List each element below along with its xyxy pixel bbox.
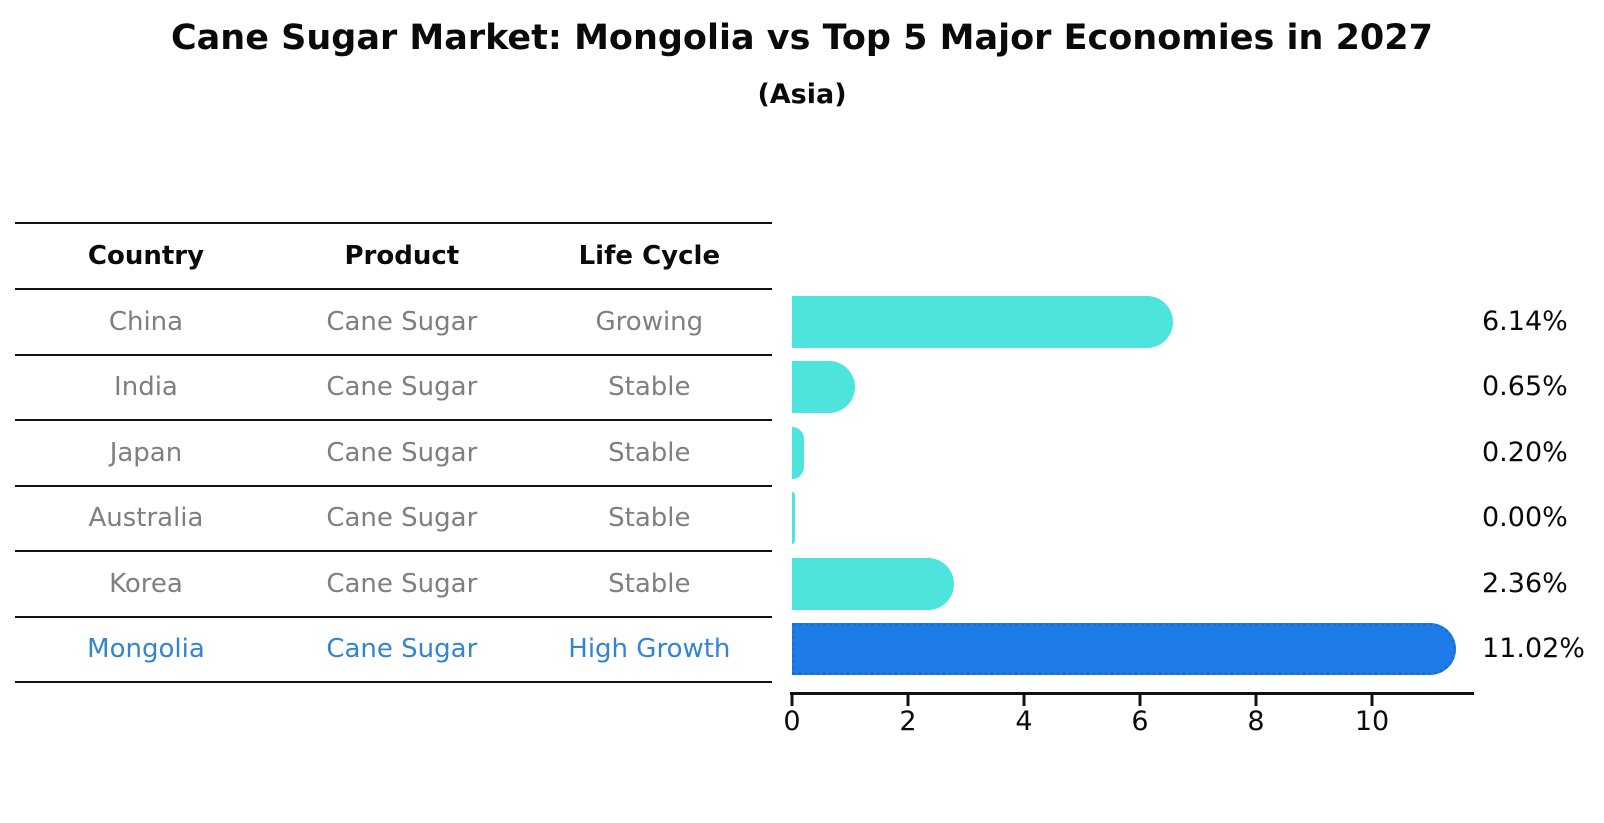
x-axis-tick-label: 4 xyxy=(1015,706,1033,737)
table-row: Japan Cane Sugar Stable xyxy=(15,421,772,487)
cell-country: Australia xyxy=(88,503,204,534)
cell-country: India xyxy=(114,372,178,403)
cell-country: Japan xyxy=(109,437,183,468)
table-header-row: Country Product Life Cycle xyxy=(15,224,772,290)
table-row: China Cane Sugar Growing xyxy=(15,290,772,356)
country-table: Country Product Life Cycle China Cane Su… xyxy=(15,222,772,683)
bar-australia xyxy=(792,492,795,545)
cell-life-cycle: Stable xyxy=(608,437,691,468)
x-axis-tick-label: 10 xyxy=(1354,706,1390,737)
cell-product: Cane Sugar xyxy=(326,568,478,599)
header-life-cycle: Life Cycle xyxy=(578,241,721,271)
cell-life-cycle: Stable xyxy=(608,568,691,599)
header-product: Product xyxy=(344,241,460,271)
bar-korea xyxy=(792,557,954,610)
bar-china xyxy=(792,295,1174,348)
chart-subtitle: (Asia) xyxy=(757,79,847,110)
cell-product: Cane Sugar xyxy=(326,437,478,468)
x-axis-tick xyxy=(906,695,910,706)
x-axis-tick-label: 2 xyxy=(899,706,917,737)
value-label: 2.36% xyxy=(1482,567,1568,599)
cell-life-cycle: Stable xyxy=(608,503,691,534)
cell-life-cycle: Stable xyxy=(608,372,691,403)
table-row: Korea Cane Sugar Stable xyxy=(15,552,772,618)
x-axis-line xyxy=(790,692,1474,695)
cell-product: Cane Sugar xyxy=(326,503,478,534)
value-label: 0.20% xyxy=(1482,436,1568,468)
chart-title: Cane Sugar Market: Mongolia vs Top 5 Maj… xyxy=(171,18,1433,58)
cell-country: Korea xyxy=(109,568,183,599)
bar-mongolia xyxy=(792,623,1457,675)
value-label: 11.02% xyxy=(1482,633,1585,664)
x-axis-tick-label: 6 xyxy=(1131,706,1149,737)
cell-country: China xyxy=(108,306,184,337)
header-country: Country xyxy=(87,241,205,271)
cell-life-cycle: Growing xyxy=(595,306,704,337)
x-axis-tick xyxy=(1254,695,1258,706)
x-axis-tick xyxy=(1138,695,1142,706)
bar-japan xyxy=(792,426,804,479)
x-axis-tick-label: 8 xyxy=(1247,706,1265,737)
cell-country: Mongolia xyxy=(87,634,205,665)
cell-product: Cane Sugar xyxy=(326,634,478,665)
x-axis-tick xyxy=(790,695,794,706)
x-axis-tick-label: 0 xyxy=(783,706,801,737)
value-label: 0.00% xyxy=(1482,502,1568,534)
value-label: 0.65% xyxy=(1482,371,1568,403)
table-row-highlight-mongolia: Mongolia Cane Sugar High Growth xyxy=(15,618,772,683)
bar-india xyxy=(792,361,855,414)
cell-life-cycle: High Growth xyxy=(568,634,731,665)
cell-product: Cane Sugar xyxy=(326,372,478,403)
table-row: India Cane Sugar Stable xyxy=(15,356,772,421)
value-label: 6.14% xyxy=(1482,305,1568,337)
x-axis-tick xyxy=(1370,695,1374,706)
cell-product: Cane Sugar xyxy=(326,306,478,337)
x-axis-tick xyxy=(1022,695,1026,706)
table-row: Australia Cane Sugar Stable xyxy=(15,487,772,552)
